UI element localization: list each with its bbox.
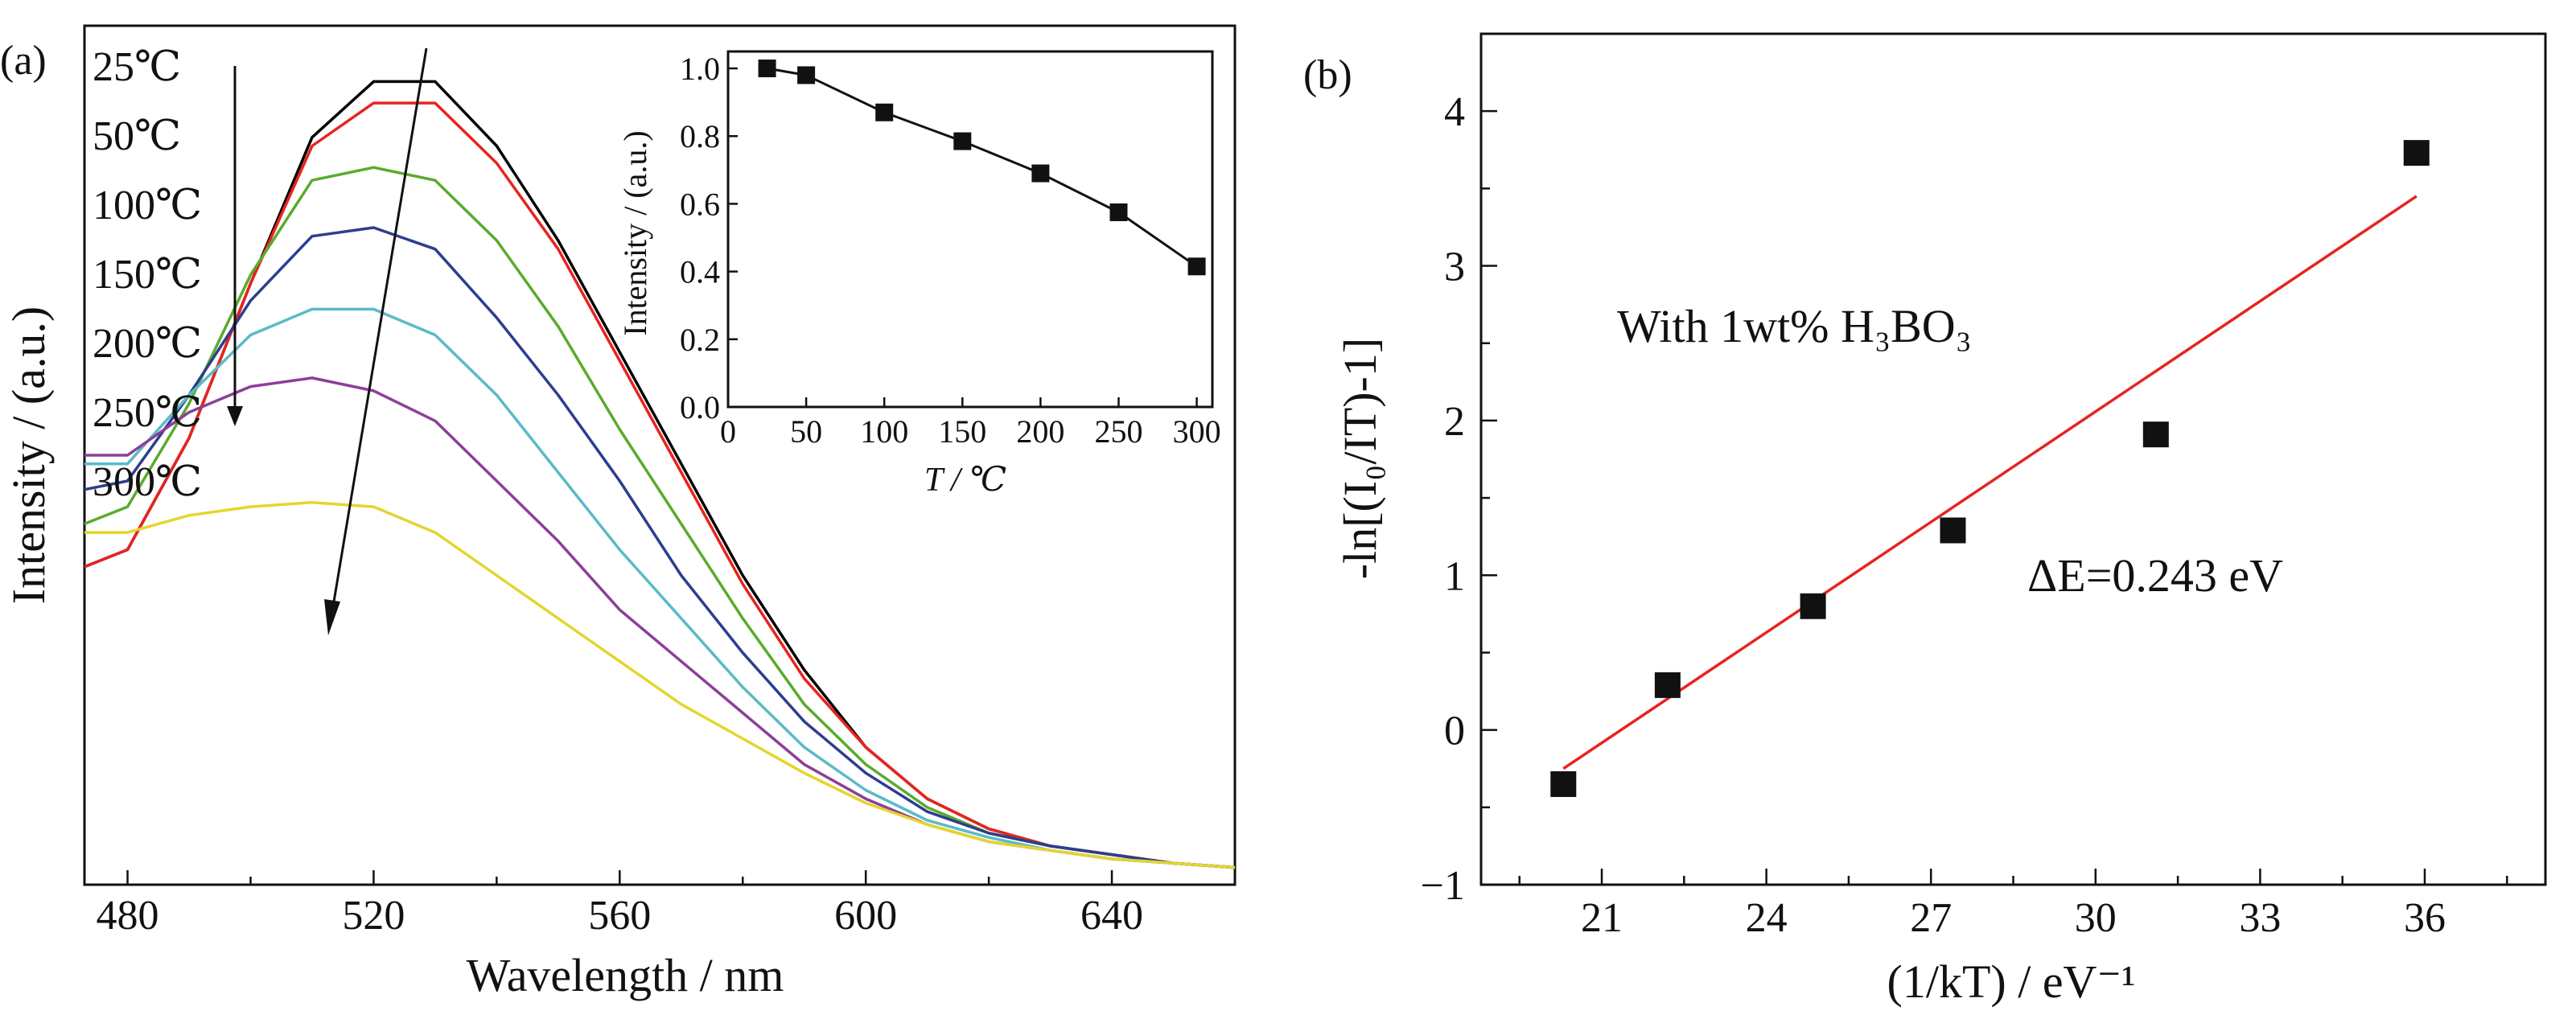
panel-b-plot-frame (1479, 32, 2547, 886)
panel-a-spectra (84, 80, 1236, 869)
data-point (2142, 421, 2169, 448)
panel-b-y-tick-label: 2 (1444, 399, 1465, 445)
data-point (1940, 517, 1966, 544)
inset-x-tick-label: 150 (938, 413, 986, 450)
data-point (1800, 593, 1826, 619)
panel-b-x-tick-label: 36 (2404, 895, 2446, 941)
inset-marker (1031, 164, 1050, 183)
inset-plot-frame (726, 50, 1214, 409)
panel-b-points (1550, 140, 2430, 797)
panel-a-x-tick-label: 480 (97, 893, 159, 939)
inset-marker (1187, 257, 1206, 276)
inset-x-tick-label: 0 (720, 413, 736, 450)
inset-x-tick-label: 250 (1094, 413, 1142, 450)
inset-y-tick-label: 0.8 (680, 118, 720, 154)
panel-b-y-tick-label: 1 (1444, 553, 1465, 599)
legend-entry-3: 150℃ (93, 252, 202, 298)
panel-b-label: (b) (1303, 52, 1352, 98)
panel-a-y-axis-label: Intensity / (a.u.) (2, 306, 55, 604)
spectrum-line-5 (84, 376, 1236, 869)
data-point (2403, 140, 2430, 166)
inset-marker (1109, 203, 1128, 221)
inset-ticks: 0 50 100 150 200 250 300 0.0 0.2 0.4 0.6 0.8 1.0 (680, 51, 1221, 450)
spectrum-line-4 (84, 307, 1236, 869)
peak-shift-arrow (324, 47, 428, 635)
inset-y-axis-label: Intensity / (a.u.) (617, 130, 653, 336)
inset-line (767, 67, 1198, 268)
legend-entry-4: 200℃ (93, 321, 202, 367)
panel-a-legend: 25℃ 50℃ 100℃ 150℃ 200℃ 250℃ 300℃ (93, 44, 202, 505)
inset-chart: 0 50 100 150 200 250 300 0.0 0.2 0.4 0.6 0.8 1.0 T /… (617, 50, 1221, 499)
inset-x-axis-label: T / ℃ (924, 462, 1006, 499)
spectrum-line-0 (84, 80, 1236, 869)
data-point (1654, 672, 1681, 698)
panel-b-fit-line (1562, 195, 2418, 770)
panel-a-x-tick-label: 520 (342, 893, 405, 939)
legend-entry-5: 250℃ (93, 390, 202, 436)
inset-y-tick-label: 0.2 (680, 322, 720, 358)
inset-y-tick-label: 0.6 (680, 186, 720, 222)
panel-a-label: (a) (0, 38, 47, 84)
panel-a-x-tick-label: 600 (834, 893, 897, 939)
fit-line (1562, 195, 2418, 770)
legend-entry-1: 50℃ (93, 113, 181, 159)
panel-b-x-tick-label: 21 (1581, 895, 1623, 941)
panel-a-plot-frame (83, 24, 1237, 886)
legend-entry-6: 300℃ (93, 459, 202, 505)
inset-x-tick-label: 200 (1016, 413, 1064, 450)
data-point (1550, 770, 1577, 797)
annotation-activation-energy: ΔE=0.243 eV (2027, 549, 2283, 602)
panel-a-x-tick-label: 640 (1080, 893, 1143, 939)
panel-b-x-tick-label: 24 (1746, 895, 1788, 941)
panel-b-x-axis-label: (1/kT) / eV⁻¹ (1887, 955, 2136, 1008)
panel-b-ticks: 21 24 27 30 33 36 −1 0 1 2 3 4 (1421, 89, 2508, 941)
panel-b-y-tick-label: 4 (1444, 89, 1465, 135)
panel-b-x-tick-label: 33 (2239, 895, 2281, 941)
legend-entry-2: 100℃ (93, 183, 202, 228)
inset-y-tick-label: 0.0 (680, 389, 720, 425)
inset-series (758, 60, 1206, 276)
panel-a: (a) 480 520 560 600 640 25℃50℃100℃150℃200℃25… (0, 24, 1237, 1001)
annotation-h3bo3: With 1wt% H₃BO₃ (1617, 300, 1972, 352)
panel-b-x-tick-label: 30 (2075, 895, 2117, 941)
inset-x-tick-label: 100 (860, 413, 908, 450)
panel-b-x-tick-label: 27 (1910, 895, 1952, 941)
inset-marker (875, 103, 894, 121)
inset-marker (758, 60, 776, 78)
legend-entry-0: 25℃ (93, 44, 181, 90)
inset-marker (953, 132, 972, 150)
spectrum-line-1 (84, 101, 1236, 869)
panel-a-x-tick-label: 560 (588, 893, 651, 939)
temperature-arrow (227, 66, 243, 426)
inset-y-tick-label: 0.4 (680, 254, 720, 290)
inset-x-tick-label: 50 (790, 413, 822, 450)
inset-marker (797, 66, 816, 84)
panel-a-x-ticks: 480 520 560 600 640 (97, 870, 1237, 939)
panel-b-y-tick-label: 3 (1444, 244, 1465, 290)
panel-b-y-tick-label: −1 (1421, 863, 1465, 909)
panel-b-y-tick-label: 0 (1444, 709, 1465, 754)
inset-x-tick-label: 300 (1173, 413, 1221, 450)
spectrum-line-3 (84, 226, 1236, 869)
spectrum-line-6 (84, 500, 1236, 869)
panel-a-x-axis-label: Wavelength / nm (467, 949, 784, 1001)
panel-b-y-axis-label: -ln[(I₀/IT)-1] (1334, 338, 1386, 579)
inset-y-tick-label: 1.0 (680, 51, 720, 87)
